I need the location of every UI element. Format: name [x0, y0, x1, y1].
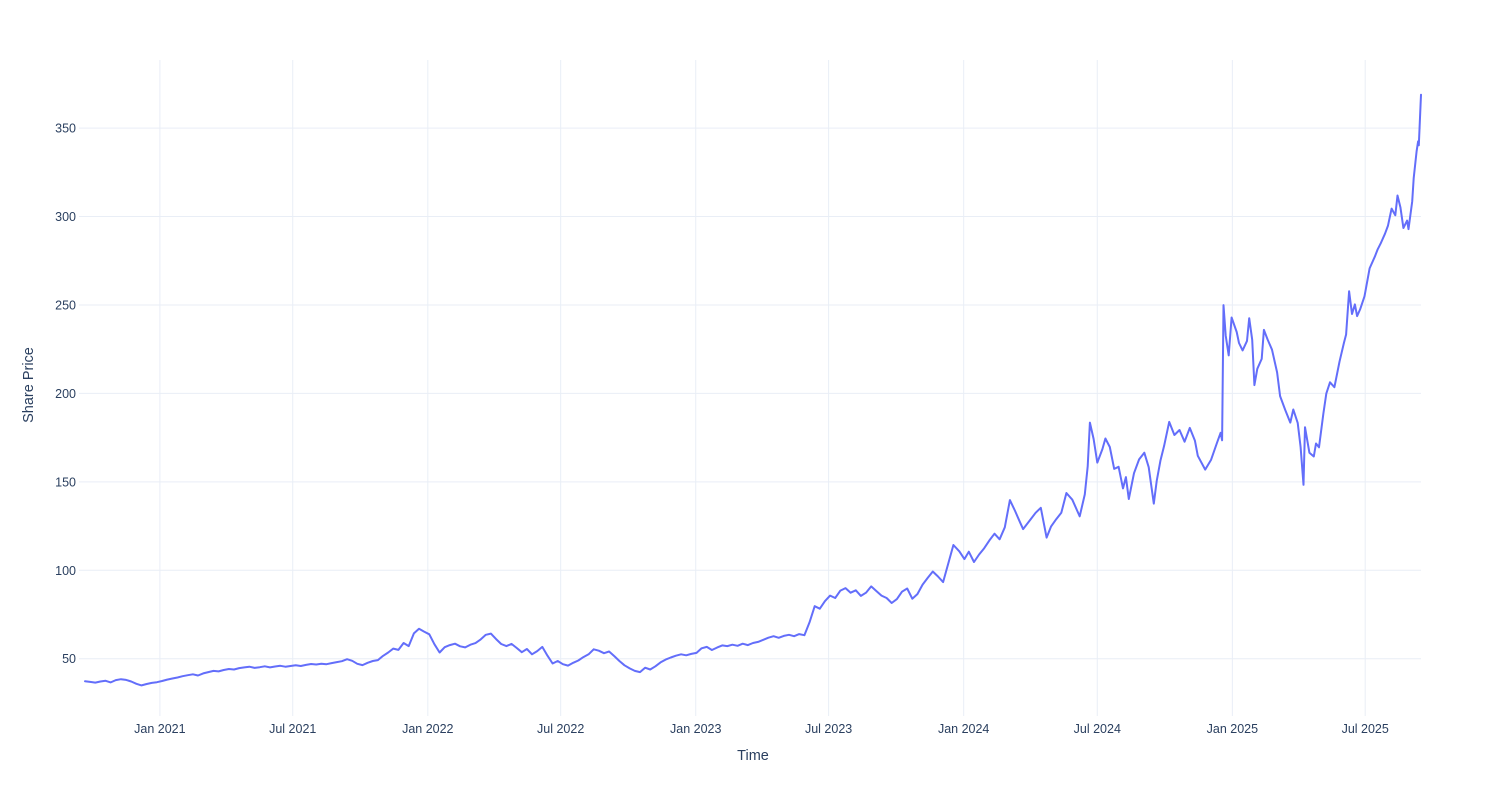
- y-tick-label: 100: [55, 564, 76, 578]
- y-tick-label: 50: [62, 652, 76, 666]
- x-tick-label: Jul 2022: [537, 722, 584, 736]
- x-tick-label: Jul 2025: [1342, 722, 1389, 736]
- x-tick-label: Jan 2024: [938, 722, 989, 736]
- x-axis-title: Time: [737, 748, 769, 764]
- y-tick-label: 150: [55, 475, 76, 489]
- x-tick-label: Jan 2022: [402, 722, 453, 736]
- x-tick-label: Jan 2023: [670, 722, 721, 736]
- y-tick-label: 250: [55, 298, 76, 312]
- price-line-series[interactable]: [84, 93, 1422, 687]
- y-tick-label: 350: [55, 122, 76, 136]
- x-tick-label: Jan 2025: [1207, 722, 1258, 736]
- x-tick-label: Jul 2024: [1074, 722, 1121, 736]
- y-tick-label: 300: [55, 210, 76, 224]
- x-tick-label: Jul 2021: [269, 722, 316, 736]
- x-tick-label: Jul 2023: [805, 722, 852, 736]
- y-axis-title: Share Price: [21, 347, 37, 423]
- y-tick-label: 200: [55, 387, 76, 401]
- gridlines: [79, 60, 1421, 716]
- x-tick-label: Jan 2021: [134, 722, 185, 736]
